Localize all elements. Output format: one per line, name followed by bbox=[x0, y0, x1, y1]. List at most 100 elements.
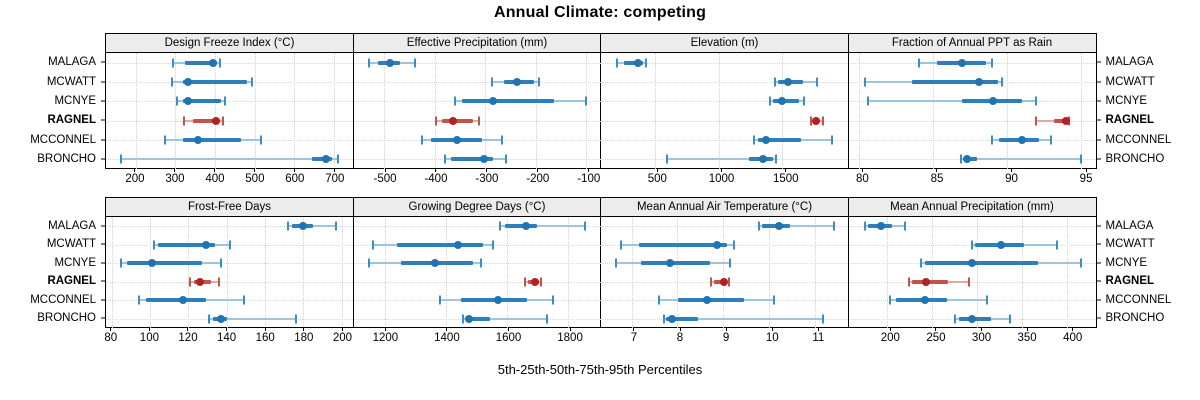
axis-tick-mark bbox=[264, 327, 266, 331]
station-label: MCWATT bbox=[1105, 75, 1155, 88]
gridline-horizontal bbox=[106, 281, 353, 283]
gridline-horizontal bbox=[106, 101, 353, 103]
whisker-cap bbox=[172, 58, 175, 68]
whisker-cap bbox=[477, 116, 480, 126]
gridline-horizontal bbox=[601, 62, 848, 64]
range-5-95-line bbox=[867, 100, 1037, 103]
axis-tick-mark bbox=[254, 168, 256, 172]
axis-tick-label: 120 bbox=[178, 332, 198, 344]
axis-tick-label: 1500 bbox=[772, 173, 799, 185]
axis-tick-label: 80 bbox=[856, 173, 869, 185]
median-dot bbox=[522, 222, 530, 231]
range-5-95-line bbox=[1036, 119, 1069, 122]
axis-tick-mark bbox=[935, 327, 937, 331]
plot-area bbox=[106, 53, 353, 169]
gridline-vertical bbox=[150, 217, 152, 328]
gridline-vertical bbox=[445, 217, 447, 328]
plot-area bbox=[106, 217, 353, 328]
whisker-cap bbox=[1079, 154, 1082, 164]
panel-title: Frost-Free Days bbox=[106, 198, 353, 217]
gridline-vertical bbox=[111, 217, 113, 328]
iqr-25-75-bar bbox=[773, 99, 799, 104]
iqr-25-75-bar bbox=[146, 298, 206, 303]
axis-tick-label: 1000 bbox=[708, 173, 735, 185]
percentile-whisker-row bbox=[849, 238, 1096, 252]
percentile-whisker-row bbox=[354, 133, 601, 147]
percentile-whisker-row bbox=[601, 75, 848, 89]
percentile-whisker-row bbox=[354, 312, 601, 326]
gridline-vertical bbox=[264, 217, 266, 328]
median-dot bbox=[665, 259, 674, 268]
axis-tick-label: 100 bbox=[139, 332, 159, 344]
axis-tick-mark bbox=[817, 327, 819, 331]
percentile-whisker-row bbox=[354, 238, 601, 252]
median-dot bbox=[386, 58, 395, 67]
percentile-whisker-row bbox=[106, 133, 353, 147]
percentile-whisker-row bbox=[106, 256, 353, 270]
iqr-25-75-bar bbox=[465, 316, 490, 321]
axis-spacer bbox=[0, 168, 105, 190]
axis-tick-mark bbox=[725, 327, 727, 331]
gridline-vertical bbox=[858, 53, 860, 169]
median-dot bbox=[812, 116, 821, 125]
axis-tick-mark bbox=[588, 168, 590, 172]
iqr-25-75-bar bbox=[925, 261, 1039, 266]
axis-tick-mark bbox=[721, 168, 723, 172]
axis-edge-tick bbox=[101, 81, 105, 82]
percentile-whisker-row bbox=[849, 75, 1096, 89]
axis-tick-label: 500 bbox=[245, 173, 265, 185]
percentile-whisker-row bbox=[106, 219, 353, 233]
median-dot bbox=[922, 277, 931, 286]
gridline-horizontal bbox=[353, 281, 601, 283]
axis-panel: 7 8 9 10 11 bbox=[603, 327, 852, 349]
percentile-whisker-row bbox=[106, 94, 353, 108]
plot-area bbox=[601, 53, 848, 169]
axis-tick-label: 200 bbox=[125, 173, 145, 185]
panel-row-1: MALAGA MCWATT MCNYE RAGNEL MCCONNEL BRONCHO De… bbox=[0, 33, 1200, 169]
whisker-cap bbox=[539, 277, 542, 287]
axis-tick-label: 400 bbox=[205, 173, 225, 185]
median-dot bbox=[216, 314, 225, 323]
gridline-vertical bbox=[768, 217, 770, 328]
median-dot bbox=[974, 78, 983, 86]
percentile-whisker-row bbox=[106, 238, 353, 252]
plot-area bbox=[601, 217, 848, 328]
range-5-95-line bbox=[666, 158, 776, 161]
axis-tick-label: 400 bbox=[1063, 332, 1083, 344]
whisker-cap bbox=[524, 277, 527, 287]
axis-tick-label: 180 bbox=[294, 332, 314, 344]
axis-tick-mark bbox=[1072, 327, 1074, 331]
whisker-cap bbox=[1035, 116, 1038, 126]
axis-edge-tick bbox=[101, 317, 105, 319]
axis-tick-mark bbox=[508, 327, 509, 331]
gridline-vertical bbox=[814, 217, 816, 328]
axis-tick-mark bbox=[148, 327, 150, 331]
gridline-horizontal bbox=[848, 226, 1096, 228]
gridline-vertical bbox=[932, 53, 934, 169]
median-dot bbox=[512, 78, 521, 86]
station-label: BRONCHO bbox=[37, 312, 96, 325]
whisker-cap bbox=[752, 135, 755, 145]
whisker-cap bbox=[990, 135, 993, 145]
station-label: MALAGA bbox=[48, 219, 96, 232]
median-dot bbox=[762, 136, 771, 144]
percentile-whisker-row bbox=[601, 133, 848, 147]
axis-tick-mark bbox=[334, 168, 336, 172]
whisker-cap bbox=[546, 314, 549, 324]
whisker-cap bbox=[1055, 240, 1058, 250]
axis-tick-label: 300 bbox=[165, 173, 185, 185]
gridline-vertical bbox=[723, 217, 725, 328]
percentile-whisker-row bbox=[849, 94, 1096, 108]
panel: Frost-Free Days bbox=[105, 197, 354, 328]
station-label: MCCONNEL bbox=[30, 293, 96, 306]
percentile-whisker-row bbox=[849, 114, 1096, 128]
iqr-25-75-bar bbox=[185, 60, 218, 65]
gridline-vertical bbox=[1067, 217, 1069, 328]
gridline-vertical bbox=[341, 217, 343, 328]
whisker-cap bbox=[728, 277, 731, 287]
gridline-vertical bbox=[567, 217, 569, 328]
gridline-horizontal bbox=[106, 62, 353, 64]
whisker-cap bbox=[251, 77, 254, 87]
labels-right: MALAGA MCWATT MCNYE RAGNEL MCCONNEL BRONCHO bbox=[1096, 197, 1196, 328]
whisker-cap bbox=[959, 154, 962, 164]
